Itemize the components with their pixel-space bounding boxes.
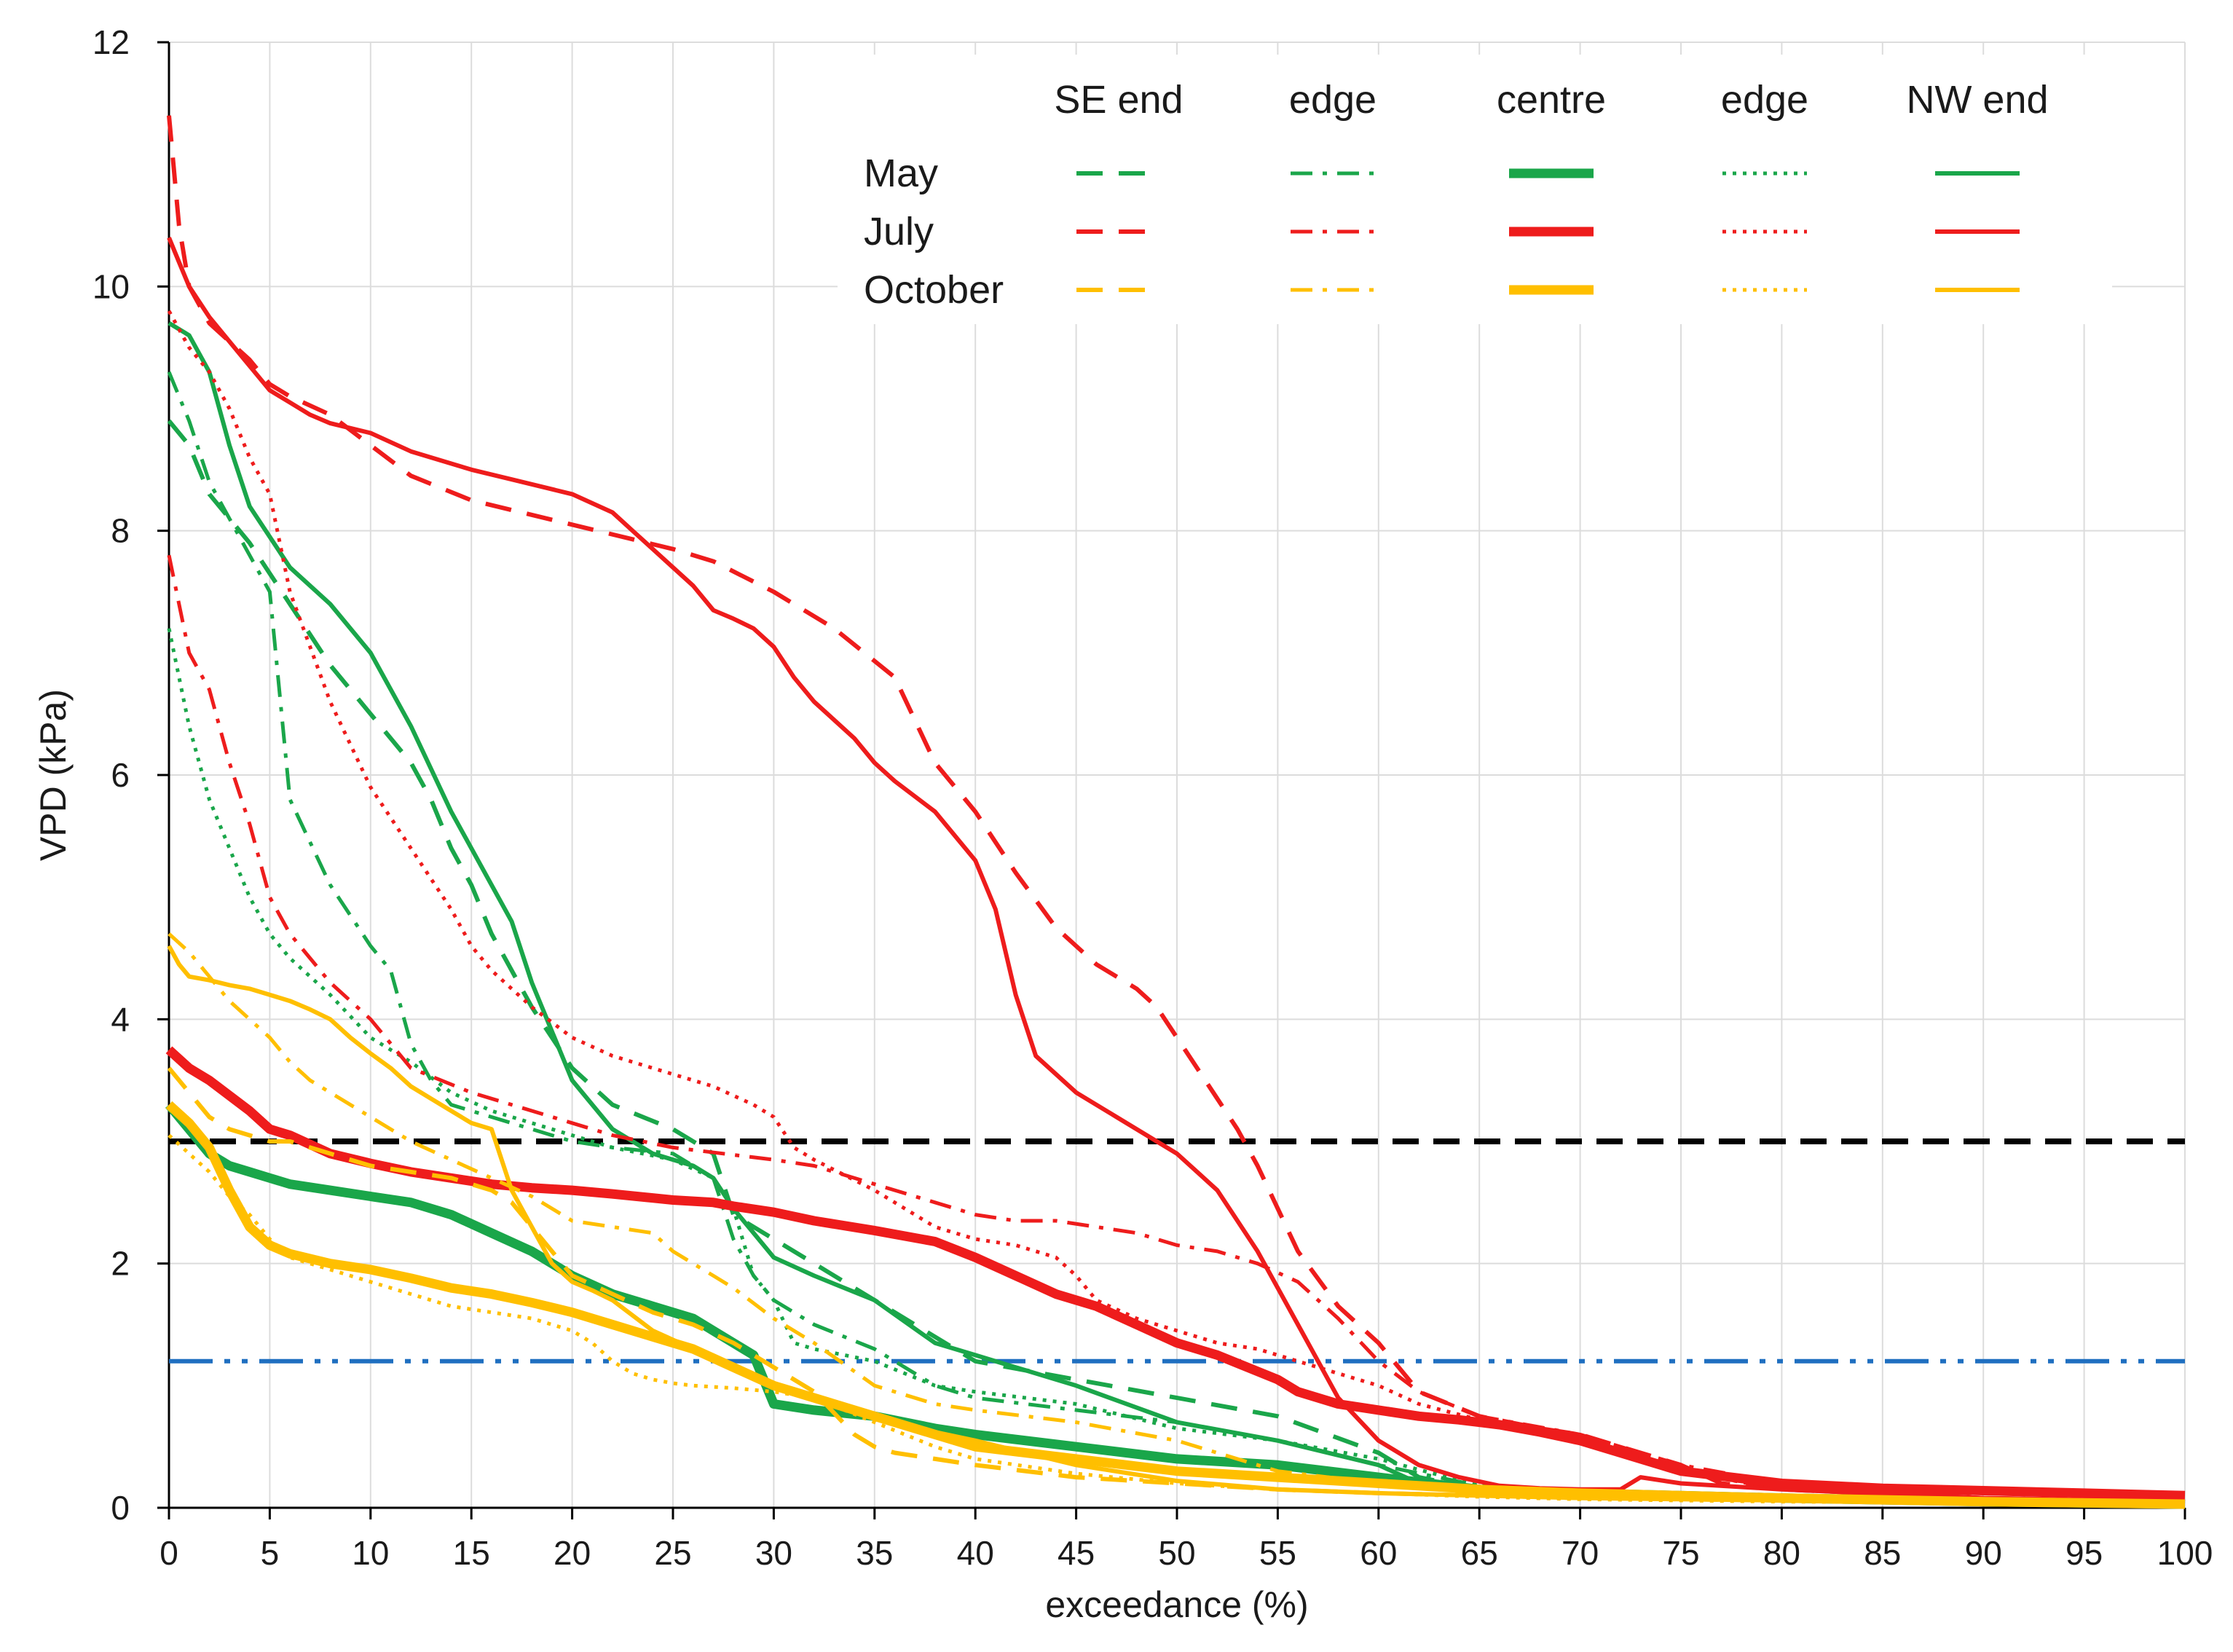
x-tick-label: 80 [1763, 1534, 1800, 1572]
y-tick-label: 12 [92, 23, 130, 61]
legend-row-label: May [864, 152, 938, 195]
x-tick-label: 5 [261, 1534, 280, 1572]
y-tick-label: 0 [111, 1489, 130, 1527]
x-tick-label: 20 [554, 1534, 591, 1572]
series-line-october-nw-end [167, 945, 2186, 1506]
x-tick-label: 90 [1965, 1534, 2002, 1572]
x-tick-label: 95 [2065, 1534, 2103, 1572]
series-line-october-se-end [167, 1066, 2186, 1506]
legend-background [838, 55, 2112, 324]
series-line-october-centre [165, 1101, 2186, 1509]
y-tick-label: 8 [111, 512, 130, 550]
x-tick-label: 45 [1058, 1534, 1095, 1572]
x-tick-label: 35 [856, 1534, 893, 1572]
series-lines [165, 115, 2186, 1509]
x-tick-label: 85 [1864, 1534, 1901, 1572]
series-line-july-centre [165, 1046, 2186, 1500]
y-tick-label: 10 [92, 267, 130, 305]
x-tick-label: 70 [1561, 1534, 1599, 1572]
x-tick-label: 30 [755, 1534, 792, 1572]
series-line-may-edge-nw [167, 628, 2186, 1506]
axes: 0 5 10 15 20 25 30 35 40 45 50 55 60 65 70 75 80 85 90 95 10… [92, 23, 2213, 1572]
series-line-october-edge-se [168, 932, 2186, 1506]
x-tick-label: 100 [2157, 1534, 2213, 1572]
x-tick-label: 75 [1662, 1534, 1699, 1572]
y-axis-title: VPD (kPa) [33, 689, 74, 861]
legend-column-header: NW end [1906, 78, 2048, 122]
x-tick-label: 10 [352, 1534, 389, 1572]
series-line-october-edge-nw [168, 1133, 2186, 1506]
legend-row-label: October [864, 268, 1004, 312]
legend-column-header: edge [1289, 78, 1377, 122]
x-tick-label: 25 [654, 1534, 691, 1572]
y-tick-label: 4 [111, 1000, 130, 1038]
y-tick-label: 6 [111, 756, 130, 794]
x-tick-label: 0 [160, 1534, 178, 1572]
legend-column-header: edge [1721, 78, 1808, 122]
x-axis-title: exceedance (%) [1045, 1584, 1308, 1625]
series-line-july-edge-se [167, 554, 2186, 1504]
series-line-may-centre [165, 1101, 2186, 1509]
x-tick-label: 15 [453, 1534, 490, 1572]
x-tick-label: 50 [1158, 1534, 1195, 1572]
x-tick-label: 55 [1259, 1534, 1296, 1572]
legend-row-label: July [864, 210, 934, 253]
x-tick-label: 65 [1461, 1534, 1498, 1572]
x-tick-label: 60 [1360, 1534, 1397, 1572]
legend: SE end edge centre edge NW end May July October [838, 55, 2112, 324]
series-line-may-nw-end [168, 321, 2186, 1506]
series-line-july-nw-end [167, 237, 2186, 1504]
reference-lines [169, 1138, 2185, 1364]
legend-column-header: centre [1497, 78, 1606, 122]
y-tick-label: 2 [111, 1245, 130, 1283]
x-tick-label: 40 [957, 1534, 994, 1572]
legend-column-header: SE end [1054, 78, 1183, 122]
series-line-july-se-end [167, 115, 2186, 1504]
